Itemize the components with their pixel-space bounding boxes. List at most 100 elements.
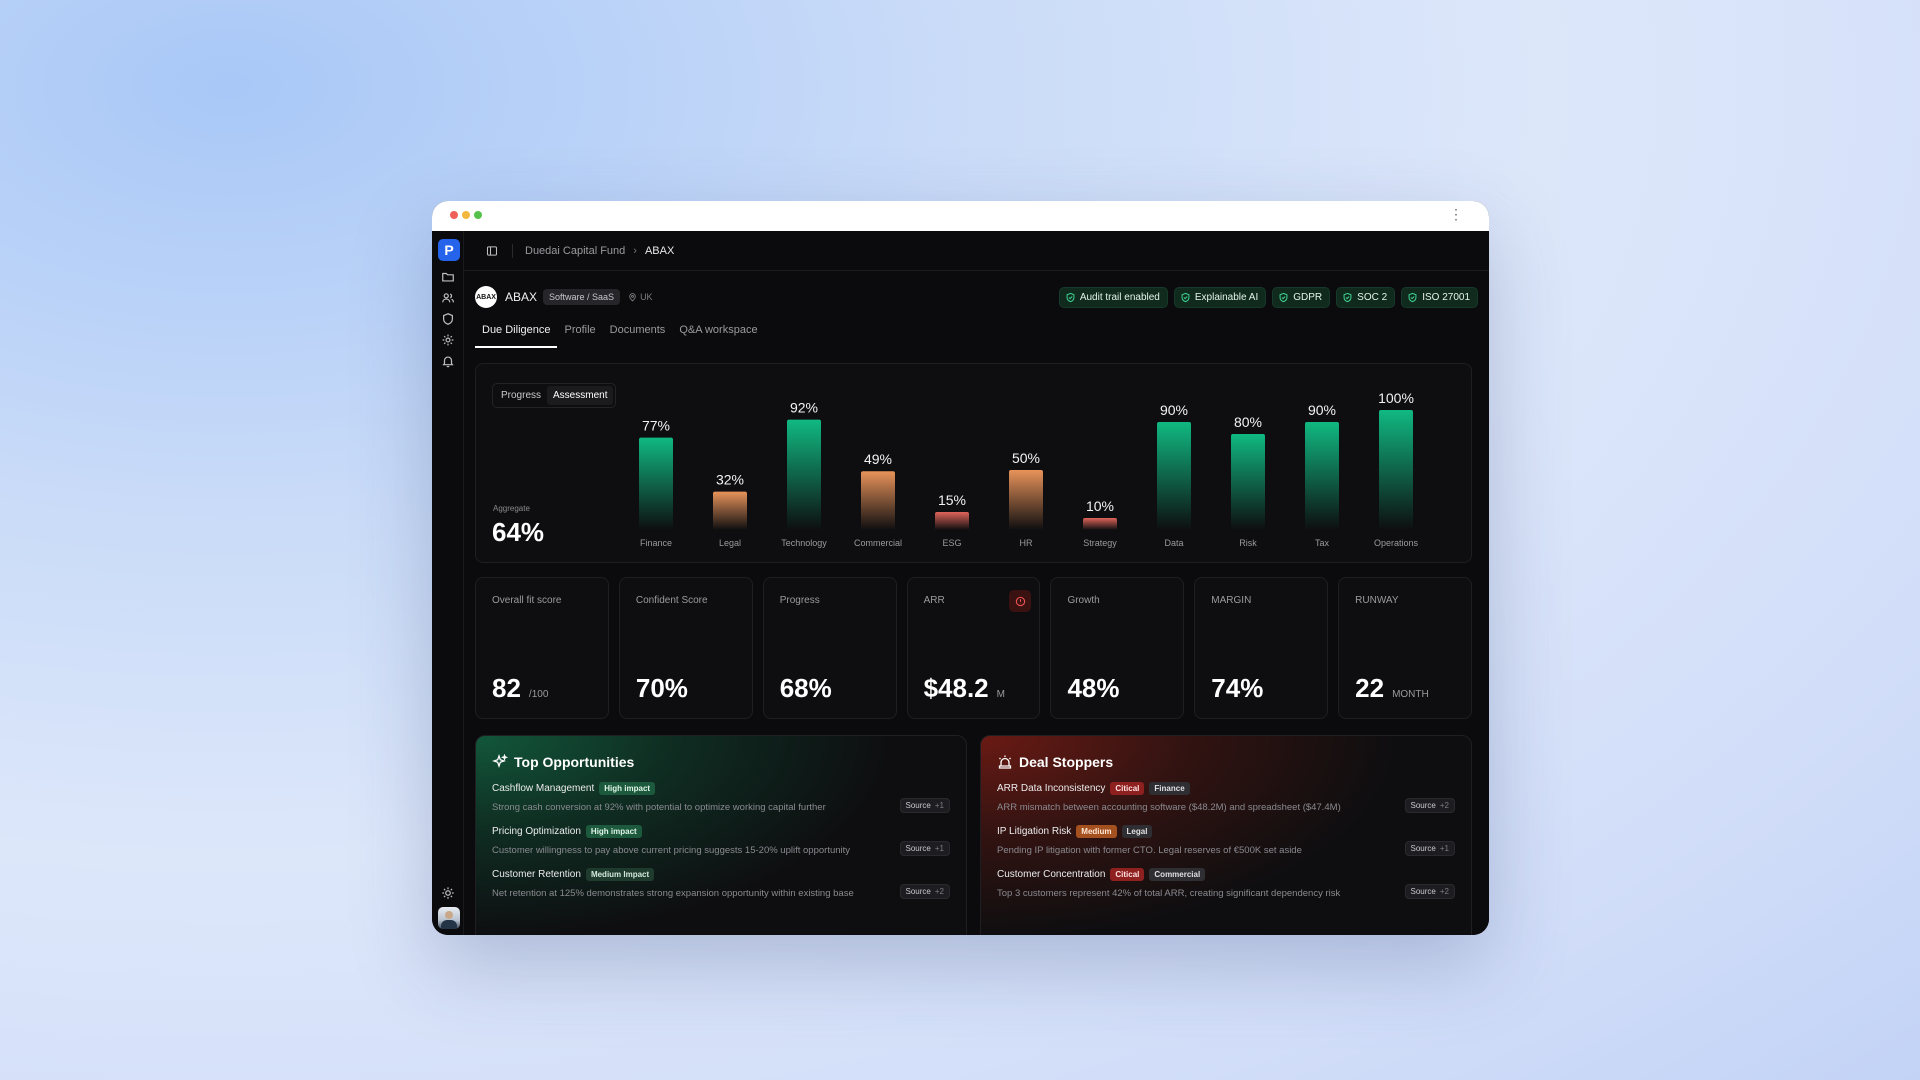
badge-label: Explainable AI [1194,291,1259,303]
location: UK [628,292,653,302]
tab-q-a-workspace[interactable]: Q&A workspace [679,324,758,336]
bar-commercial[interactable] [861,471,895,530]
metric-value: 68% [779,673,832,703]
bar-data[interactable] [1157,422,1191,530]
metric-value: 74% [1211,673,1264,703]
badge-label: GDPR [1293,291,1323,303]
minimize-dot[interactable] [462,211,470,219]
source-button[interactable]: Source +1 [899,841,950,856]
maximize-dot[interactable] [474,211,482,219]
chart-card: Progress Assessment Aggregate 64% 77% Fin… [475,363,1472,563]
list-item[interactable]: Customer Retention Medium Impact Net reten… [492,868,950,912]
compliance-badges: Audit trail enabled Explainable AI GDPR SOC… [1058,286,1478,308]
bell-icon[interactable] [441,354,455,368]
bar-esg[interactable] [935,512,969,530]
badge-label: Audit trail enabled [1079,291,1160,303]
metric-label: Confident Score [635,595,708,606]
bar-risk[interactable] [1231,434,1265,530]
category-label: Data [1164,538,1183,548]
breadcrumb-parent[interactable]: Duedai Capital Fund [525,244,626,257]
sun-icon[interactable] [441,886,455,900]
item-description: Pending IP litigation with former CTO. L… [997,845,1302,856]
metric-label: RUNWAY [1355,595,1399,606]
list-item[interactable]: Pricing Optimization High impact Customer … [492,825,950,869]
bar-value-label: 90% [1160,402,1188,418]
metric-card-growth: Growth 48% [1050,577,1185,719]
item-title: Cashflow Management [492,783,595,794]
tab-due-diligence[interactable]: Due Diligence [475,324,558,348]
list-item[interactable]: Customer Concentration Citical Commercial T… [997,868,1455,912]
metric-value: 22 [1355,673,1385,703]
view-toggle: Progress Assessment [492,383,617,408]
item-title: ARR Data Inconsistency [997,783,1106,794]
badge-label: ISO 27001 [1422,291,1470,303]
deal-stoppers-panel: Deal Stoppers ARR Data Inconsistency Citi… [980,735,1472,935]
users-icon[interactable] [441,291,455,305]
bar-value-label: 49% [864,451,892,467]
item-header: Customer Concentration Citical Commercial [997,868,1455,881]
category-label: Strategy [1083,538,1117,548]
app-logo[interactable]: P [438,239,460,261]
metric-unit: M [996,689,1005,700]
metric-value: $48.2 [923,673,989,703]
item-title: IP Litigation Risk [997,826,1072,837]
bar-legal[interactable] [713,491,747,530]
sidebar-toggle-icon[interactable] [486,245,498,257]
metric-value-row: 74% [1211,673,1263,704]
category-label: ESG [942,538,961,548]
bar-value-label: 90% [1308,402,1336,418]
close-dot[interactable] [450,211,458,219]
compliance-badge: SOC 2 [1336,286,1396,308]
alert-icon[interactable] [1009,590,1032,612]
category-label: Commercial [854,538,902,548]
source-button[interactable]: Source +1 [1404,841,1455,856]
bar-finance[interactable] [639,437,673,530]
list-item[interactable]: IP Litigation Risk Medium Legal Pending IP … [997,825,1455,869]
metric-value-row: 22 MONTH [1355,673,1429,704]
list-item[interactable]: Cashflow Management High impact Strong cas… [492,782,950,826]
tab-documents[interactable]: Documents [609,324,666,336]
bar-chart: 77% Finance 32% Legal 92% Technology 49% Commer… [639,390,1419,548]
metric-card-confident-score: Confident Score 70% [618,577,753,719]
source-button[interactable]: Source +2 [899,884,950,899]
toggle-progress[interactable]: Progress [501,390,542,401]
stoppers-title: Deal Stoppers [997,754,1113,770]
tab-bar: Due Diligence Profile Documents Q&A workspa… [475,324,765,348]
compliance-badge: Explainable AI [1173,286,1267,308]
shield-check-icon [1408,292,1417,302]
metric-label: MARGIN [1211,595,1252,606]
bar-operations[interactable] [1379,410,1413,530]
tag-badge: Commercial [1149,868,1206,881]
source-button[interactable]: Source +1 [899,798,950,813]
tag-badge: Legal [1121,825,1153,838]
tag-badge: High impact [585,825,642,838]
metric-card-runway: RUNWAY 22 MONTH [1338,577,1473,719]
bar-hr[interactable] [1009,470,1043,530]
item-description: Customer willingness to pay above curren… [492,845,851,856]
folder-icon[interactable] [441,270,455,284]
metric-value-row: 68% [780,673,832,704]
gear-icon[interactable] [441,333,455,347]
source-button[interactable]: Source +2 [1404,798,1455,813]
tab-profile[interactable]: Profile [564,324,596,336]
source-label: Source [905,801,931,810]
bar-tax[interactable] [1305,422,1339,530]
toggle-assessment[interactable]: Assessment [547,386,614,405]
bar-strategy[interactable] [1083,518,1117,530]
tag-badge: High impact [599,782,656,795]
shield-icon[interactable] [441,312,455,326]
shield-check-icon [1066,292,1075,302]
metric-card-progress: Progress 68% [762,577,897,719]
list-item[interactable]: ARR Data Inconsistency Citical Finance ARR … [997,782,1455,826]
source-count: +2 [1439,801,1449,810]
aggregate-value: 64% [492,517,545,547]
source-label: Source [1410,844,1436,853]
item-title: Customer Retention [492,869,581,880]
bar-technology[interactable] [787,419,821,530]
avatar[interactable] [438,907,460,929]
sparkles-icon [492,754,508,768]
source-button[interactable]: Source +2 [1404,884,1455,899]
kebab-icon[interactable]: ⋮ [1449,206,1463,222]
bar-value-label: 15% [938,492,966,508]
top-opportunities-panel: Top Opportunities Cashflow Management Hig… [475,735,967,935]
